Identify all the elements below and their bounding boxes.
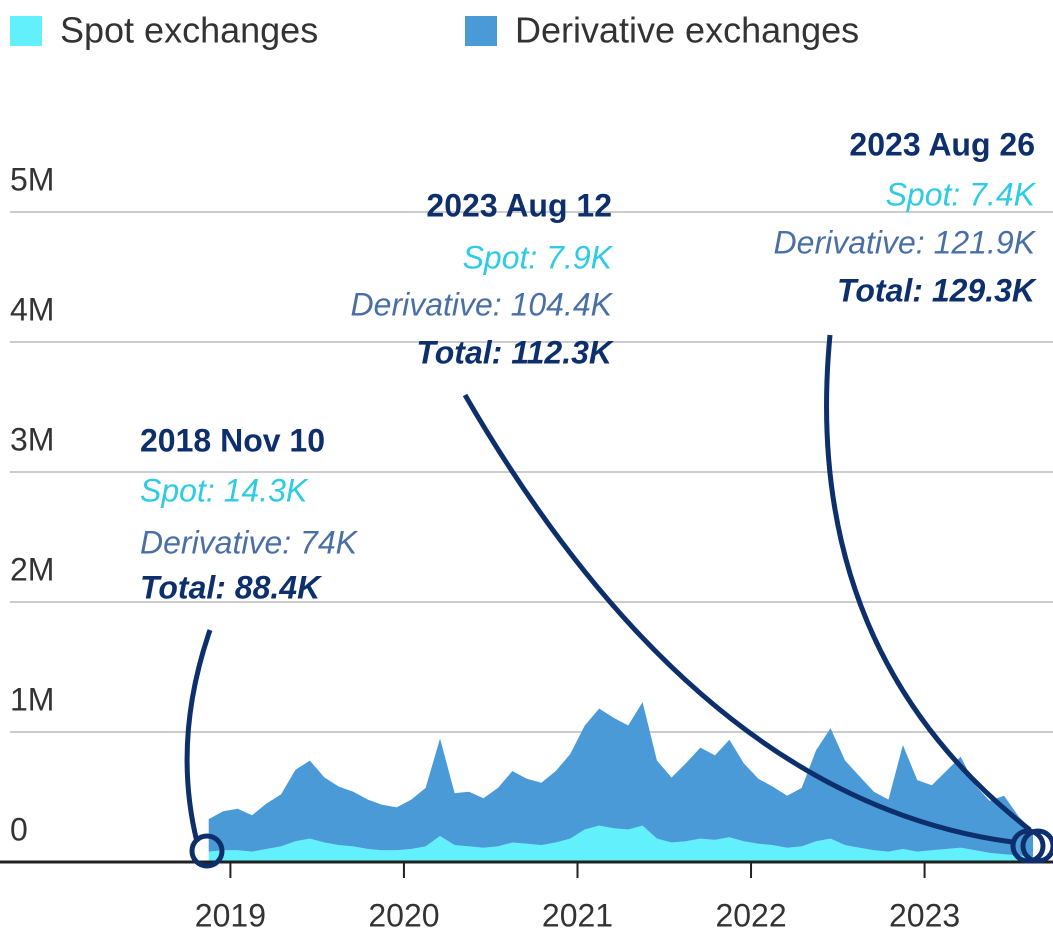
y-tick-label: 4M bbox=[10, 291, 54, 327]
annotation-total: Total: 88.4K bbox=[140, 569, 323, 605]
legend-label: Spot exchanges bbox=[60, 10, 318, 51]
highlight-circle bbox=[189, 833, 225, 869]
annotation-spot: Spot: 7.9K bbox=[463, 239, 614, 275]
annotation-date: 2018 Nov 10 bbox=[140, 422, 325, 458]
annotations: 2018 Nov 10 Spot: 14.3K Derivative: 74K Tot… bbox=[140, 126, 1053, 869]
annotation-derivative: Derivative: 121.9K bbox=[774, 224, 1037, 260]
annotation-total: Total: 129.3K bbox=[837, 272, 1038, 308]
annotation-derivative: Derivative: 104.4K bbox=[351, 286, 614, 322]
x-tick-label: 2021 bbox=[542, 897, 613, 933]
plot-area: 0 1M 2M 3M 4M 5M 2019 2020 2021 2022 2023 bbox=[0, 161, 1053, 933]
highlight-circle bbox=[1020, 828, 1053, 864]
highlight-circle bbox=[1010, 828, 1046, 864]
y-tick-label: 5M bbox=[10, 161, 54, 197]
area bbox=[208, 825, 1034, 862]
y-tick-label: 0 bbox=[10, 811, 28, 847]
connector bbox=[824, 334, 1032, 832]
x-tick-label: 2019 bbox=[195, 897, 266, 933]
annotation-spot: Spot: 14.3K bbox=[140, 472, 309, 508]
y-tick-label: 3M bbox=[10, 421, 54, 457]
area bbox=[208, 702, 1034, 857]
annotation-total: Total: 112.3K bbox=[416, 334, 615, 370]
legend-label: Derivative exchanges bbox=[515, 10, 859, 51]
annotation-spot: Spot: 7.4K bbox=[886, 176, 1037, 212]
x-tick-label: 2020 bbox=[368, 897, 439, 933]
x-tick-label: 2022 bbox=[715, 897, 786, 933]
connector bbox=[184, 629, 213, 843]
annotation-date: 2023 Aug 26 bbox=[849, 126, 1035, 162]
annotation-derivative: Derivative: 74K bbox=[140, 524, 359, 560]
annotation-date: 2023 Aug 12 bbox=[426, 187, 612, 223]
y-tick-label: 1M bbox=[10, 681, 54, 717]
y-tick-label: 2M bbox=[10, 551, 54, 587]
legend-swatch bbox=[465, 16, 497, 46]
connector bbox=[462, 393, 1013, 845]
legend-swatch bbox=[10, 16, 42, 46]
x-tick-label: 2023 bbox=[889, 897, 960, 933]
